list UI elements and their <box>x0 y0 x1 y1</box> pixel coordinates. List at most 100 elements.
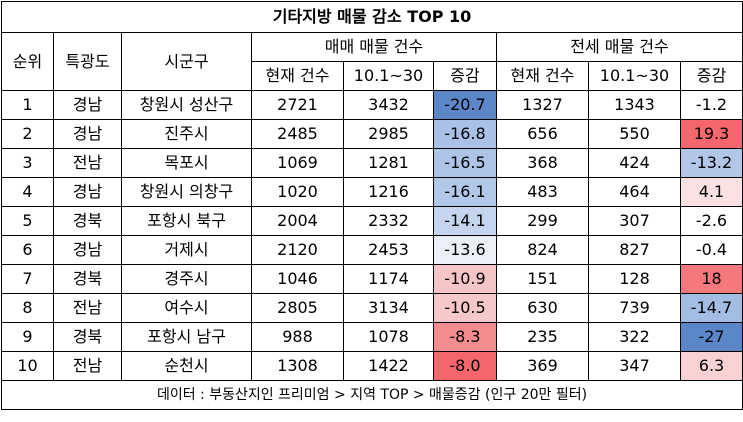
cell-sale-change: -10.5 <box>433 293 497 323</box>
table-row: 1 경남 창원시 성산구 2721 3432 -20.7 1327 1343 -1.2 <box>1 90 743 120</box>
cell-jeonse-period: 128 <box>588 264 681 294</box>
cell-city: 순천시 <box>121 351 252 381</box>
cell-sale-current: 2485 <box>251 119 344 149</box>
cell-jeonse-change: 6.3 <box>679 351 743 381</box>
cell-rank: 7 <box>1 264 54 294</box>
header-sale-current: 현재 건수 <box>251 61 344 91</box>
cell-province: 경북 <box>53 206 122 236</box>
cell-sale-period: 1174 <box>343 264 434 294</box>
table-row: 3 전남 목포시 1069 1281 -16.5 368 424 -13.2 <box>1 148 743 178</box>
table-row: 2 경남 진주시 2485 2985 -16.8 656 550 19.3 <box>1 119 743 149</box>
cell-province: 전남 <box>53 293 122 323</box>
cell-province: 경북 <box>53 264 122 294</box>
cell-jeonse-period: 739 <box>588 293 681 323</box>
cell-jeonse-current: 151 <box>496 264 589 294</box>
cell-province: 경남 <box>53 235 122 265</box>
cell-sale-change: -8.3 <box>433 322 497 352</box>
header-rank: 순위 <box>1 32 54 91</box>
cell-city: 거제시 <box>121 235 252 265</box>
cell-city: 창원시 의창구 <box>121 177 252 207</box>
header-jeonse-group: 전세 매물 건수 <box>495 32 743 62</box>
cell-sale-period: 1078 <box>343 322 434 352</box>
cell-city: 목포시 <box>121 148 252 178</box>
cell-jeonse-period: 347 <box>588 351 681 381</box>
header-province: 특광도 <box>53 32 122 91</box>
cell-jeonse-current: 1327 <box>496 90 589 120</box>
listing-decrease-table: 기타지방 매물 감소 TOP 10 순위 특광도 시군구 매매 매물 건수 전세… <box>0 1 743 410</box>
cell-jeonse-change: -27 <box>679 322 743 352</box>
cell-sale-change: -20.7 <box>433 90 497 120</box>
table-row: 4 경남 창원시 의창구 1020 1216 -16.1 483 464 4.1 <box>1 177 743 207</box>
header-jeonse-period: 10.1~30 <box>588 61 681 91</box>
cell-sale-period: 2453 <box>343 235 434 265</box>
cell-jeonse-change: 18 <box>679 264 743 294</box>
cell-city: 포항시 남구 <box>121 322 252 352</box>
cell-sale-period: 2985 <box>343 119 434 149</box>
cell-jeonse-period: 307 <box>588 206 681 236</box>
header-city: 시군구 <box>121 32 252 91</box>
cell-city: 여수시 <box>121 293 252 323</box>
cell-sale-current: 2805 <box>251 293 344 323</box>
cell-jeonse-change: -2.6 <box>679 206 743 236</box>
cell-jeonse-period: 550 <box>588 119 681 149</box>
cell-sale-current: 2120 <box>251 235 344 265</box>
cell-jeonse-period: 464 <box>588 177 681 207</box>
header-sale-group: 매매 매물 건수 <box>251 32 497 62</box>
cell-rank: 3 <box>1 148 54 178</box>
cell-sale-current: 2721 <box>251 90 344 120</box>
cell-sale-period: 3134 <box>343 293 434 323</box>
cell-sale-change: -13.6 <box>433 235 497 265</box>
cell-jeonse-change: -14.7 <box>679 293 743 323</box>
cell-province: 경남 <box>53 119 122 149</box>
cell-province: 전남 <box>53 351 122 381</box>
table-body: 1 경남 창원시 성산구 2721 3432 -20.7 1327 1343 -1.2 2 경남 진주… <box>1 90 743 381</box>
table-row: 8 전남 여수시 2805 3134 -10.5 630 739 -14.7 <box>1 293 743 323</box>
cell-jeonse-current: 656 <box>496 119 589 149</box>
cell-city: 포항시 북구 <box>121 206 252 236</box>
table-row: 9 경북 포항시 남구 988 1078 -8.3 235 322 -27 <box>1 322 743 352</box>
cell-sale-current: 1046 <box>251 264 344 294</box>
cell-jeonse-current: 299 <box>496 206 589 236</box>
cell-sale-current: 1020 <box>251 177 344 207</box>
cell-province: 전남 <box>53 148 122 178</box>
cell-sale-change: -10.9 <box>433 264 497 294</box>
header-sale-period: 10.1~30 <box>343 61 434 91</box>
table-row: 10 전남 순천시 1308 1422 -8.0 369 347 6.3 <box>1 351 743 381</box>
cell-jeonse-period: 322 <box>588 322 681 352</box>
cell-rank: 2 <box>1 119 54 149</box>
cell-rank: 10 <box>1 351 54 381</box>
header-sale-change: 증감 <box>433 61 497 91</box>
cell-sale-current: 1308 <box>251 351 344 381</box>
cell-sale-period: 1422 <box>343 351 434 381</box>
cell-jeonse-period: 424 <box>588 148 681 178</box>
cell-sale-current: 988 <box>251 322 344 352</box>
header-jeonse-change: 증감 <box>679 61 743 91</box>
cell-jeonse-change: -1.2 <box>679 90 743 120</box>
cell-province: 경북 <box>53 322 122 352</box>
cell-jeonse-period: 827 <box>588 235 681 265</box>
cell-jeonse-current: 235 <box>496 322 589 352</box>
cell-rank: 4 <box>1 177 54 207</box>
cell-sale-period: 3432 <box>343 90 434 120</box>
cell-rank: 9 <box>1 322 54 352</box>
cell-sale-change: -16.1 <box>433 177 497 207</box>
cell-jeonse-current: 824 <box>496 235 589 265</box>
cell-jeonse-change: -0.4 <box>679 235 743 265</box>
cell-sale-change: -8.0 <box>433 351 497 381</box>
cell-province: 경남 <box>53 90 122 120</box>
cell-sale-period: 2332 <box>343 206 434 236</box>
cell-sale-change: -16.8 <box>433 119 497 149</box>
data-source-note: 데이터 : 부동산지인 프리미엄 > 지역 TOP > 매물증감 (인구 20만… <box>0 380 743 410</box>
cell-jeonse-change: 19.3 <box>679 119 743 149</box>
table-row: 7 경북 경주시 1046 1174 -10.9 151 128 18 <box>1 264 743 294</box>
cell-sale-change: -14.1 <box>433 206 497 236</box>
cell-city: 경주시 <box>121 264 252 294</box>
cell-sale-change: -16.5 <box>433 148 497 178</box>
cell-city: 진주시 <box>121 119 252 149</box>
cell-rank: 1 <box>1 90 54 120</box>
cell-rank: 6 <box>1 235 54 265</box>
cell-jeonse-current: 630 <box>496 293 589 323</box>
table-title: 기타지방 매물 감소 TOP 10 <box>0 1 743 33</box>
cell-jeonse-current: 369 <box>496 351 589 381</box>
cell-province: 경남 <box>53 177 122 207</box>
